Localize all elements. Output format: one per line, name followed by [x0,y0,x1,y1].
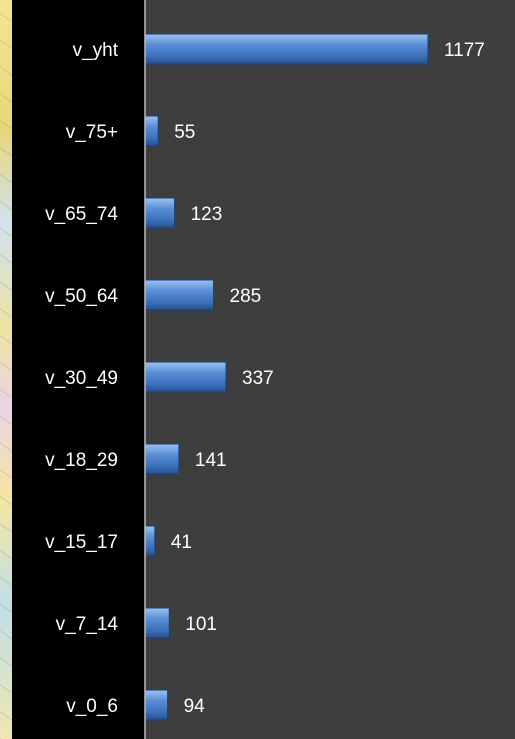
bar-v_50_64 [144,279,215,311]
category-label: v_15_17 [45,532,118,553]
value-label: 55 [174,122,195,143]
bar-v_0_6 [144,689,169,721]
bar-v_65_74 [144,197,176,229]
value-label: 101 [185,614,217,635]
category-label: v_yht [73,40,119,61]
bar-v_18_29 [144,443,180,475]
category-label: v_7_14 [56,614,119,635]
bar-v_75+ [144,115,159,147]
value-label: 94 [184,696,206,717]
value-label: 141 [195,450,227,471]
value-label: 1177 [444,40,485,61]
category-label: v_0_6 [66,696,118,717]
value-label: 337 [242,368,274,389]
category-label: v_18_29 [45,450,118,471]
bar-v_yht [144,33,429,65]
category-label: v_65_74 [45,204,118,225]
category-label: v_30_49 [45,368,118,389]
category-labels: v_yht v_75+ v_65_74 v_50_64 v_30_49 v_18_29 v_… [45,40,119,717]
bar-v_7_14 [144,607,170,639]
value-label: 41 [171,532,192,553]
value-labels: 1177 55 123 285 337 141 41 101 94 [171,40,485,717]
value-label: 285 [230,286,262,307]
category-label: v_75+ [66,122,118,143]
value-label: 123 [191,204,223,225]
category-label: v_50_64 [45,286,118,307]
background-map-strip [0,0,12,739]
bar-v_30_49 [144,361,227,393]
bar-v_15_17 [144,525,156,557]
